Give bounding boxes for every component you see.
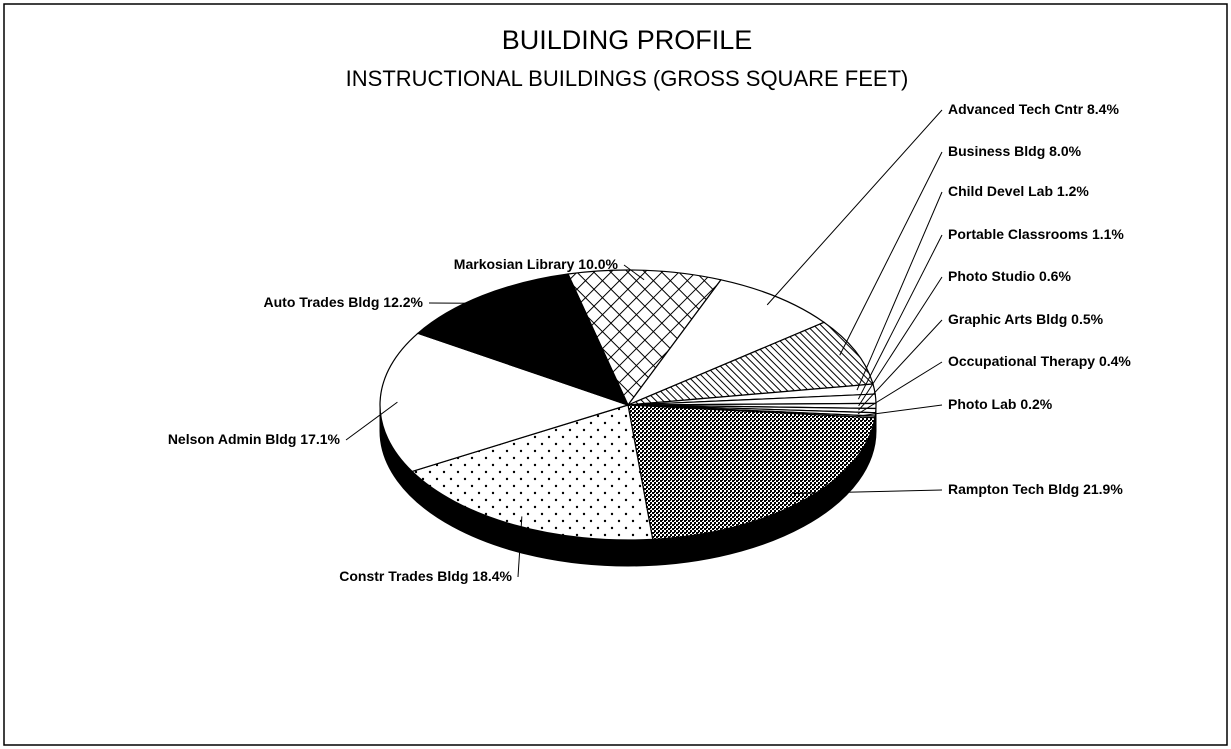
chart-subtitle: INSTRUCTIONAL BUILDINGS (GROSS SQUARE FE… [346,66,909,91]
slice-label: Occupational Therapy 0.4% [948,353,1131,369]
leader-line [623,264,645,281]
slice-name: Constr Trades Bldg [339,568,468,584]
pie-slice [626,279,826,407]
slice-value-label: 0.6% [1039,268,1071,284]
slice-label: Photo Studio 0.6% [948,268,1071,284]
pie-slice [410,404,654,541]
slice-value-label: 1.2% [1057,183,1089,199]
pie-slice [416,273,630,407]
slice-name: Markosian Library [454,256,575,272]
leader-line [857,404,943,417]
slice-label: Constr Trades Bldg 18.4% [339,568,512,584]
leader-line [858,276,943,407]
slice-name: Occupational Therapy [948,353,1095,369]
pie-slice [627,321,874,406]
slice-label: Advanced Tech Cntr 8.4% [948,101,1119,117]
slice-name: Photo Lab [948,396,1016,412]
leader-line [857,361,943,415]
slice-value-label: 21.9% [1083,481,1123,497]
slice-label: Markosian Library 10.0% [454,256,619,272]
slice-label: Child Devel Lab 1.2% [948,183,1089,199]
slice-label: Rampton Tech Bldg 21.9% [948,481,1123,497]
slice-label: Business Bldg 8.0% [948,143,1082,159]
slice-name: Portable Classrooms [948,226,1088,242]
chart-title: BUILDING PROFILE [502,25,753,55]
leader-line [856,191,943,391]
slice-label: Auto Trades Bldg 12.2% [264,294,424,310]
slice-label: Photo Lab 0.2% [948,396,1053,412]
slice-value-label: 0.2% [1020,396,1052,412]
slice-value-label: 17.1% [300,431,340,447]
slice-value-label: 8.4% [1087,101,1119,117]
slice-name: Auto Trades Bldg [264,294,380,310]
slice-name: Nelson Admin Bldg [168,431,297,447]
slice-value-label: 12.2% [383,294,423,310]
slice-value-label: 1.1% [1092,226,1124,242]
slice-name: Graphic Arts Bldg [948,311,1067,327]
pie-slice [567,269,722,407]
pie-slice [627,404,876,540]
slice-name: Rampton Tech Bldg [948,481,1079,497]
slice-value-label: 18.4% [472,568,512,584]
slice-value-label: 10.0% [578,256,618,272]
slice-label: Graphic Arts Bldg 0.5% [948,311,1104,327]
pie-slice [379,332,630,473]
slice-label: Nelson Admin Bldg 17.1% [168,431,341,447]
slice-name: Child Devel Lab [948,183,1053,199]
leader-line [766,109,943,306]
leader-line [345,401,398,441]
leader-line [858,319,943,411]
slice-name: Advanced Tech Cntr [948,101,1084,117]
slice-value-label: 0.5% [1071,311,1103,327]
slice-label: Portable Classrooms 1.1% [948,226,1124,242]
slice-name: Photo Studio [948,268,1035,284]
leader-line [517,516,523,578]
leader-line [791,489,943,495]
slice-value-label: 8.0% [1049,143,1081,159]
leader-line [839,151,943,356]
leader-line [857,234,943,400]
slice-name: Business Bldg [948,143,1045,159]
slice-value-label: 0.4% [1099,353,1131,369]
